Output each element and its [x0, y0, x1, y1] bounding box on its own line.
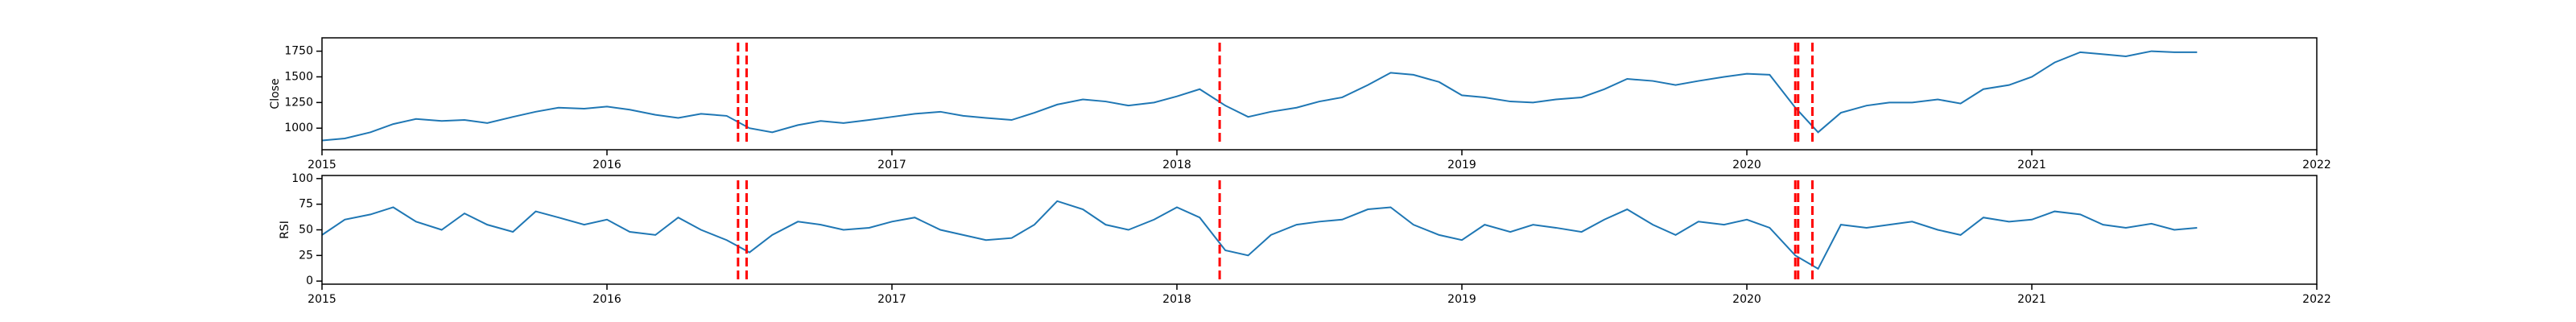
- close-line: [321, 200, 2198, 270]
- y-tick-label: 100: [291, 172, 313, 185]
- x-tick-label: 2020: [1732, 159, 1761, 171]
- axes-frame: [321, 37, 2318, 151]
- y-tick-label: 1500: [284, 70, 313, 83]
- y-axis-label: RSI: [279, 221, 291, 239]
- x-tick-label: 2017: [877, 293, 906, 306]
- x-tick-label: 2017: [877, 159, 906, 171]
- y-tick-label: 1250: [284, 96, 313, 109]
- x-tick-label: 2016: [592, 293, 621, 306]
- y-tick-label: 75: [299, 198, 313, 211]
- y-tick-label: 1000: [284, 122, 313, 134]
- x-tick-label: 2015: [308, 159, 336, 171]
- x-tick-label: 2021: [2017, 159, 2046, 171]
- y-tick-label: 1750: [284, 45, 313, 58]
- y-axis-label: Close: [269, 78, 282, 109]
- x-tick-label: 2016: [592, 159, 621, 171]
- x-tick-label: 2021: [2017, 293, 2046, 306]
- x-tick-label: 2015: [308, 293, 336, 306]
- x-tick-label: 2022: [2302, 159, 2331, 171]
- x-tick-label: 2022: [2302, 293, 2331, 306]
- y-tick-label: 0: [306, 275, 313, 287]
- x-tick-label: 2020: [1732, 293, 1761, 306]
- y-tick-label: 50: [299, 224, 313, 237]
- y-tick-label: 25: [299, 249, 313, 262]
- x-tick-label: 2019: [1447, 293, 1476, 306]
- x-tick-label: 2018: [1162, 293, 1191, 306]
- x-tick-label: 2019: [1447, 159, 1476, 171]
- close-line: [321, 50, 2198, 142]
- axes-frame: [321, 175, 2318, 285]
- x-tick-label: 2018: [1162, 159, 1191, 171]
